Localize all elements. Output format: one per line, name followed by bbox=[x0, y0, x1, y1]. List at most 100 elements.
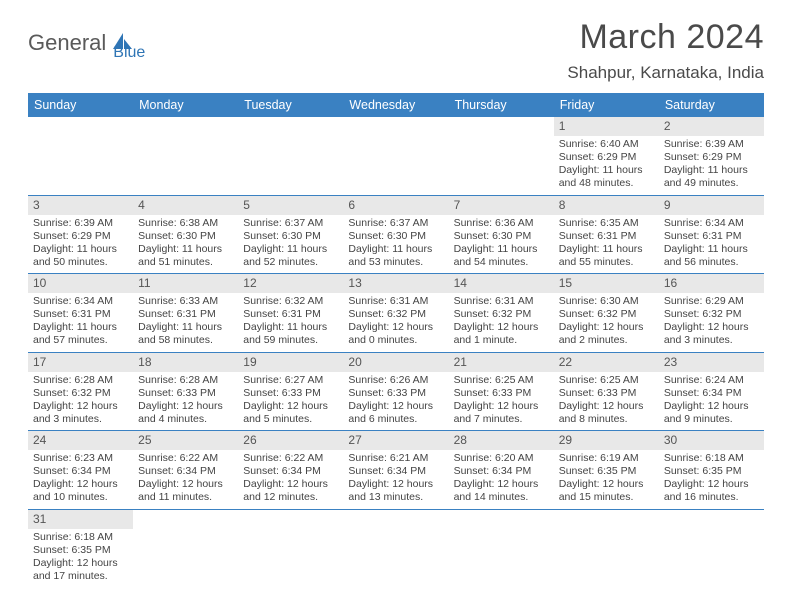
sunrise-text: Sunrise: 6:21 AM bbox=[348, 452, 443, 465]
day-number: 15 bbox=[554, 274, 659, 293]
day-details: Sunrise: 6:20 AMSunset: 6:34 PMDaylight:… bbox=[449, 450, 554, 509]
sunrise-text: Sunrise: 6:31 AM bbox=[348, 295, 443, 308]
sunset-text: Sunset: 6:33 PM bbox=[348, 387, 443, 400]
sunrise-text: Sunrise: 6:35 AM bbox=[559, 217, 654, 230]
sunset-text: Sunset: 6:30 PM bbox=[348, 230, 443, 243]
day-number: 5 bbox=[238, 196, 343, 215]
sunrise-text: Sunrise: 6:22 AM bbox=[243, 452, 338, 465]
sunset-text: Sunset: 6:34 PM bbox=[664, 387, 759, 400]
day-cell-empty bbox=[238, 510, 343, 588]
sunrise-text: Sunrise: 6:36 AM bbox=[454, 217, 549, 230]
dow-cell: Monday bbox=[133, 93, 238, 117]
daylight-text-cont: and 17 minutes. bbox=[33, 570, 128, 583]
title-block: March 2024 Shahpur, Karnataka, India bbox=[567, 18, 764, 83]
dow-cell: Friday bbox=[554, 93, 659, 117]
dow-cell: Sunday bbox=[28, 93, 133, 117]
daylight-text-cont: and 59 minutes. bbox=[243, 334, 338, 347]
day-cell: 22Sunrise: 6:25 AMSunset: 6:33 PMDayligh… bbox=[554, 353, 659, 431]
day-details: Sunrise: 6:26 AMSunset: 6:33 PMDaylight:… bbox=[343, 372, 448, 431]
day-cell: 28Sunrise: 6:20 AMSunset: 6:34 PMDayligh… bbox=[449, 431, 554, 509]
daylight-text: Daylight: 12 hours bbox=[138, 400, 233, 413]
day-number: 7 bbox=[449, 196, 554, 215]
logo-text-general: General bbox=[28, 30, 106, 56]
sunset-text: Sunset: 6:33 PM bbox=[138, 387, 233, 400]
day-cell: 26Sunrise: 6:22 AMSunset: 6:34 PMDayligh… bbox=[238, 431, 343, 509]
day-details: Sunrise: 6:21 AMSunset: 6:34 PMDaylight:… bbox=[343, 450, 448, 509]
day-details: Sunrise: 6:37 AMSunset: 6:30 PMDaylight:… bbox=[238, 215, 343, 274]
daylight-text-cont: and 54 minutes. bbox=[454, 256, 549, 269]
sunset-text: Sunset: 6:34 PM bbox=[454, 465, 549, 478]
daylight-text-cont: and 4 minutes. bbox=[138, 413, 233, 426]
sunset-text: Sunset: 6:30 PM bbox=[243, 230, 338, 243]
daylight-text: Daylight: 12 hours bbox=[348, 321, 443, 334]
sunset-text: Sunset: 6:31 PM bbox=[243, 308, 338, 321]
day-number: 12 bbox=[238, 274, 343, 293]
sunrise-text: Sunrise: 6:25 AM bbox=[559, 374, 654, 387]
day-cell: 29Sunrise: 6:19 AMSunset: 6:35 PMDayligh… bbox=[554, 431, 659, 509]
sunrise-text: Sunrise: 6:30 AM bbox=[559, 295, 654, 308]
daylight-text: Daylight: 12 hours bbox=[559, 400, 654, 413]
day-details: Sunrise: 6:31 AMSunset: 6:32 PMDaylight:… bbox=[343, 293, 448, 352]
daylight-text: Daylight: 12 hours bbox=[559, 478, 654, 491]
sunset-text: Sunset: 6:31 PM bbox=[559, 230, 654, 243]
daylight-text: Daylight: 12 hours bbox=[348, 478, 443, 491]
day-number: 2 bbox=[659, 117, 764, 136]
day-number: 9 bbox=[659, 196, 764, 215]
daylight-text-cont: and 48 minutes. bbox=[559, 177, 654, 190]
daylight-text: Daylight: 11 hours bbox=[348, 243, 443, 256]
sunrise-text: Sunrise: 6:27 AM bbox=[243, 374, 338, 387]
day-cell: 17Sunrise: 6:28 AMSunset: 6:32 PMDayligh… bbox=[28, 353, 133, 431]
daylight-text: Daylight: 11 hours bbox=[559, 243, 654, 256]
daylight-text: Daylight: 12 hours bbox=[664, 478, 759, 491]
sunset-text: Sunset: 6:29 PM bbox=[559, 151, 654, 164]
sunrise-text: Sunrise: 6:28 AM bbox=[138, 374, 233, 387]
day-cell: 13Sunrise: 6:31 AMSunset: 6:32 PMDayligh… bbox=[343, 274, 448, 352]
day-number: 26 bbox=[238, 431, 343, 450]
day-cell: 4Sunrise: 6:38 AMSunset: 6:30 PMDaylight… bbox=[133, 196, 238, 274]
sunrise-text: Sunrise: 6:40 AM bbox=[559, 138, 654, 151]
day-number bbox=[449, 117, 554, 136]
day-number: 19 bbox=[238, 353, 343, 372]
daylight-text: Daylight: 11 hours bbox=[243, 321, 338, 334]
day-cell: 8Sunrise: 6:35 AMSunset: 6:31 PMDaylight… bbox=[554, 196, 659, 274]
daylight-text: Daylight: 11 hours bbox=[138, 243, 233, 256]
daylight-text-cont: and 58 minutes. bbox=[138, 334, 233, 347]
day-cell: 16Sunrise: 6:29 AMSunset: 6:32 PMDayligh… bbox=[659, 274, 764, 352]
sunset-text: Sunset: 6:34 PM bbox=[348, 465, 443, 478]
day-details: Sunrise: 6:36 AMSunset: 6:30 PMDaylight:… bbox=[449, 215, 554, 274]
sunset-text: Sunset: 6:32 PM bbox=[33, 387, 128, 400]
daylight-text: Daylight: 11 hours bbox=[664, 243, 759, 256]
daylight-text-cont: and 7 minutes. bbox=[454, 413, 549, 426]
sunset-text: Sunset: 6:30 PM bbox=[454, 230, 549, 243]
day-details: Sunrise: 6:19 AMSunset: 6:35 PMDaylight:… bbox=[554, 450, 659, 509]
day-number: 27 bbox=[343, 431, 448, 450]
sunrise-text: Sunrise: 6:18 AM bbox=[664, 452, 759, 465]
daylight-text-cont: and 53 minutes. bbox=[348, 256, 443, 269]
daylight-text-cont: and 10 minutes. bbox=[33, 491, 128, 504]
daylight-text-cont: and 15 minutes. bbox=[559, 491, 654, 504]
day-details: Sunrise: 6:28 AMSunset: 6:33 PMDaylight:… bbox=[133, 372, 238, 431]
sunrise-text: Sunrise: 6:19 AM bbox=[559, 452, 654, 465]
sunrise-text: Sunrise: 6:20 AM bbox=[454, 452, 549, 465]
day-number: 6 bbox=[343, 196, 448, 215]
sunrise-text: Sunrise: 6:28 AM bbox=[33, 374, 128, 387]
week-row: 10Sunrise: 6:34 AMSunset: 6:31 PMDayligh… bbox=[28, 274, 764, 353]
day-number: 22 bbox=[554, 353, 659, 372]
day-cell: 18Sunrise: 6:28 AMSunset: 6:33 PMDayligh… bbox=[133, 353, 238, 431]
day-details: Sunrise: 6:29 AMSunset: 6:32 PMDaylight:… bbox=[659, 293, 764, 352]
daylight-text: Daylight: 11 hours bbox=[664, 164, 759, 177]
sunset-text: Sunset: 6:29 PM bbox=[664, 151, 759, 164]
day-cell: 24Sunrise: 6:23 AMSunset: 6:34 PMDayligh… bbox=[28, 431, 133, 509]
day-number: 24 bbox=[28, 431, 133, 450]
day-details: Sunrise: 6:34 AMSunset: 6:31 PMDaylight:… bbox=[659, 215, 764, 274]
day-cell: 6Sunrise: 6:37 AMSunset: 6:30 PMDaylight… bbox=[343, 196, 448, 274]
week-row: 1Sunrise: 6:40 AMSunset: 6:29 PMDaylight… bbox=[28, 117, 764, 196]
daylight-text: Daylight: 11 hours bbox=[454, 243, 549, 256]
sunrise-text: Sunrise: 6:38 AM bbox=[138, 217, 233, 230]
sunset-text: Sunset: 6:34 PM bbox=[243, 465, 338, 478]
header: General Blue March 2024 Shahpur, Karnata… bbox=[28, 18, 764, 83]
sunrise-text: Sunrise: 6:29 AM bbox=[664, 295, 759, 308]
daylight-text-cont: and 13 minutes. bbox=[348, 491, 443, 504]
daylight-text: Daylight: 12 hours bbox=[559, 321, 654, 334]
daylight-text-cont: and 14 minutes. bbox=[454, 491, 549, 504]
